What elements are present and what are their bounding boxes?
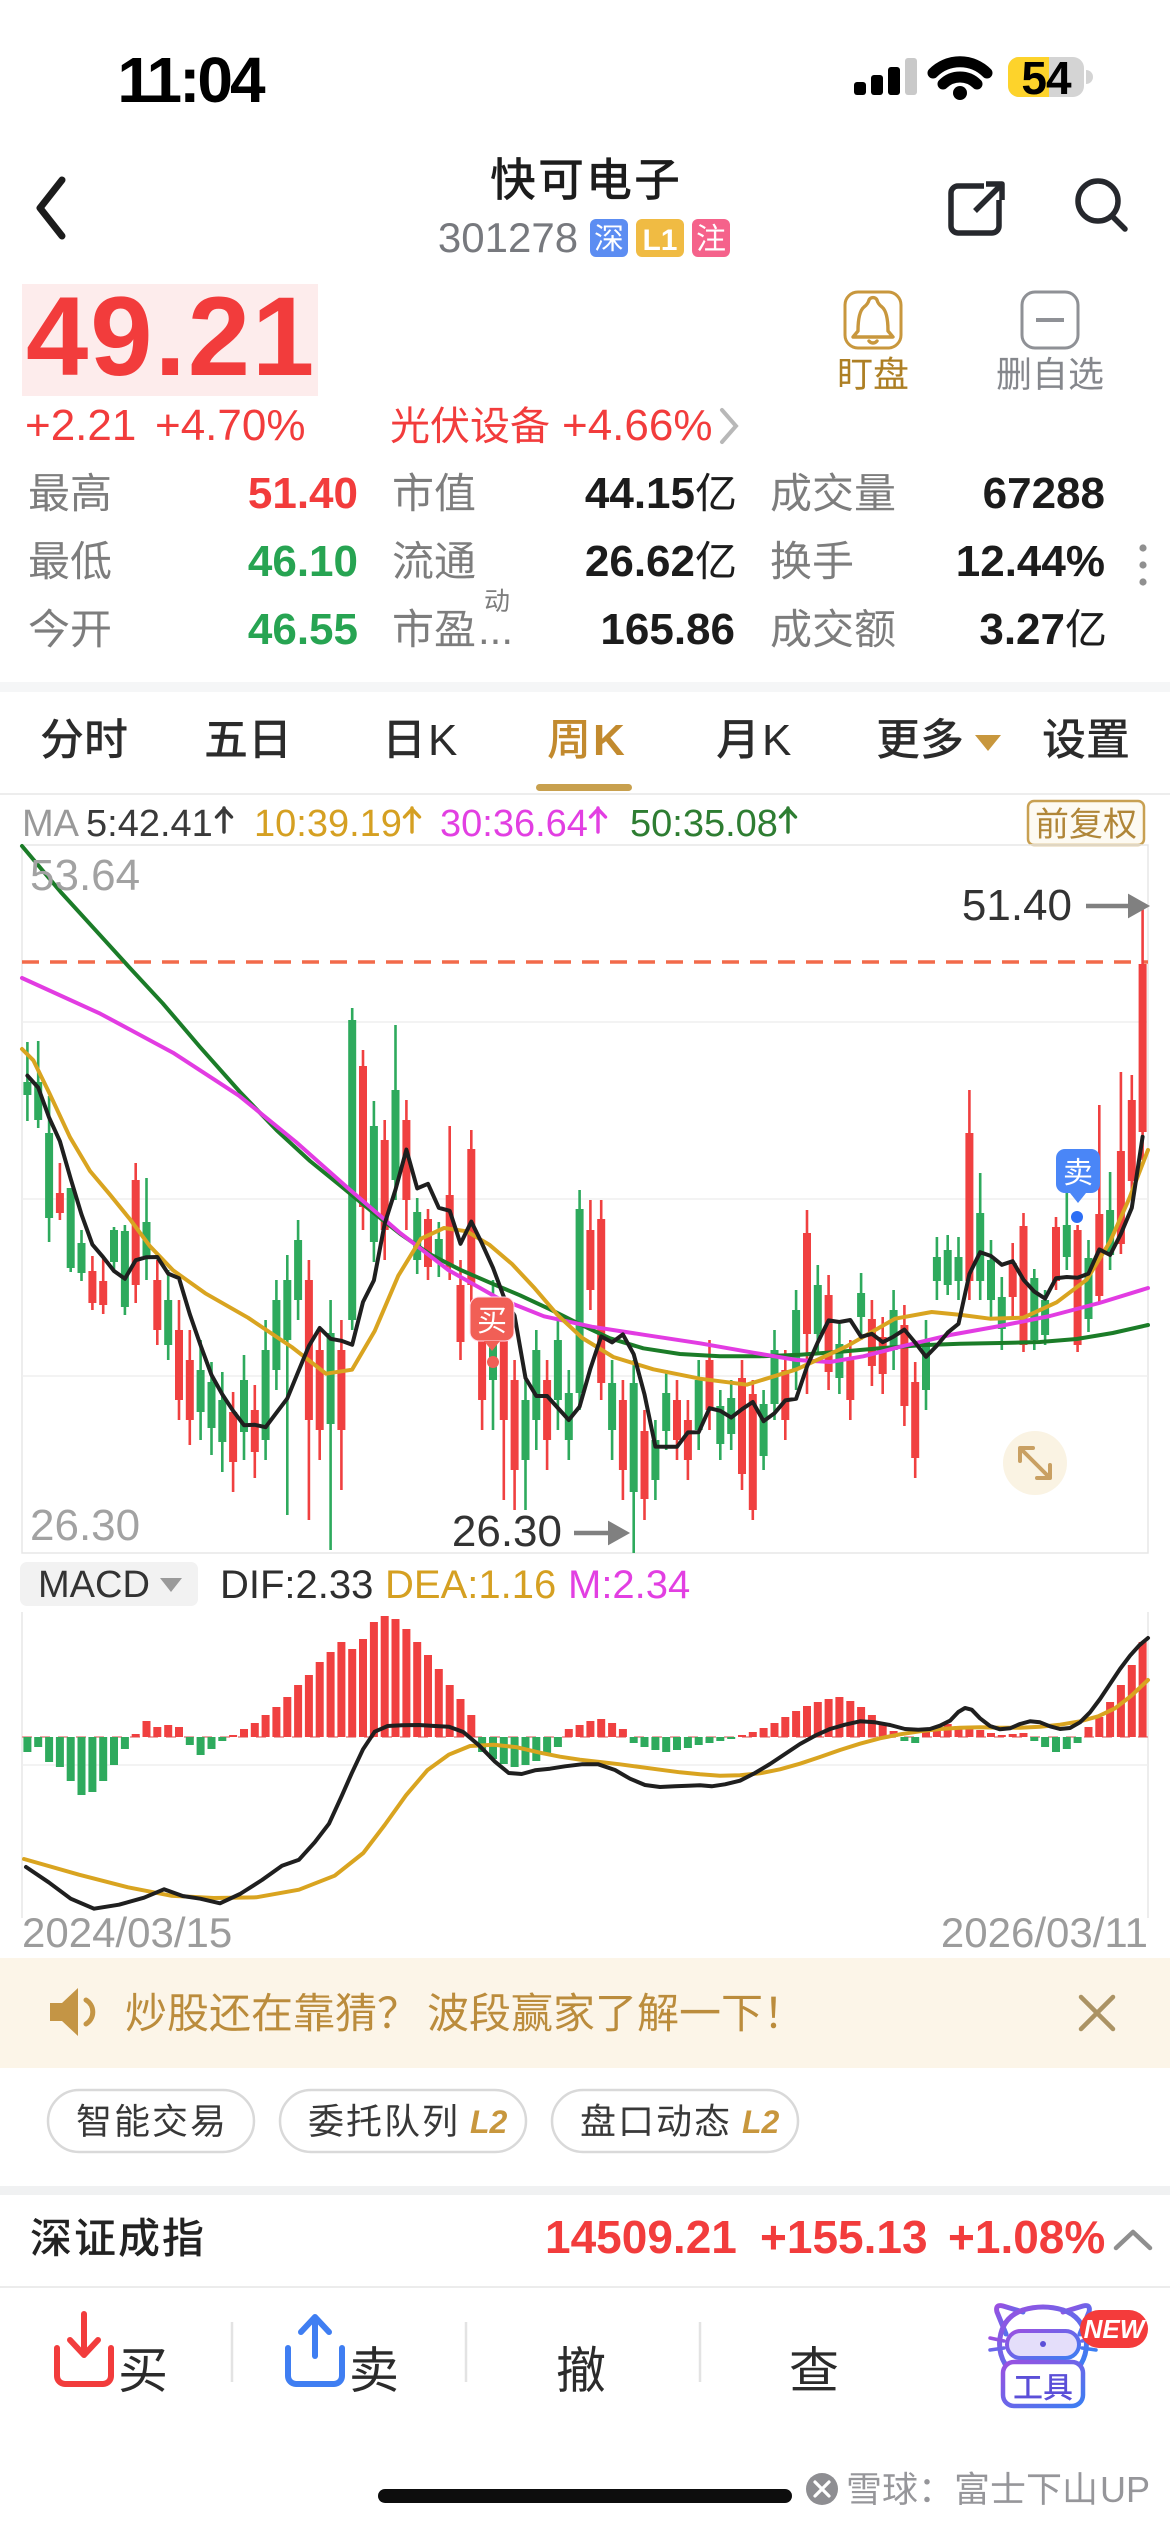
- svg-text:L2: L2: [470, 2104, 508, 2140]
- svg-text:14509.21: 14509.21: [545, 2211, 737, 2263]
- svg-text:11:04: 11:04: [117, 44, 266, 116]
- svg-text:K: K: [593, 716, 625, 765]
- svg-text:+4.66%: +4.66%: [562, 401, 712, 450]
- svg-text:12.44%: 12.44%: [956, 537, 1105, 586]
- svg-text:51.40: 51.40: [962, 881, 1072, 930]
- svg-text:3.27: 3.27: [979, 605, 1065, 654]
- svg-text:46.55: 46.55: [248, 605, 358, 654]
- svg-text:MA: MA: [22, 803, 80, 845]
- svg-text:+4.70%: +4.70%: [155, 401, 305, 450]
- svg-text:30:36.64: 30:36.64: [440, 803, 588, 845]
- svg-text:2024/03/15: 2024/03/15: [22, 1909, 232, 1956]
- svg-text:UP: UP: [1100, 2469, 1150, 2510]
- svg-text:M:2.34: M:2.34: [568, 1563, 690, 1607]
- svg-text:K: K: [762, 716, 791, 765]
- svg-text:+2.21: +2.21: [25, 401, 136, 450]
- svg-text:46.10: 46.10: [248, 537, 358, 586]
- svg-text:26.30: 26.30: [30, 1501, 140, 1550]
- svg-text:K: K: [428, 716, 457, 765]
- svg-text:49.21: 49.21: [26, 274, 316, 399]
- svg-text:...: ...: [478, 606, 513, 653]
- svg-text:44.15: 44.15: [585, 469, 695, 518]
- svg-text:53.64: 53.64: [30, 851, 140, 900]
- svg-text:26.30: 26.30: [452, 1507, 562, 1556]
- svg-text:L2: L2: [742, 2104, 780, 2140]
- svg-text:+1.08%: +1.08%: [948, 2211, 1105, 2263]
- svg-text:DIF:2.33: DIF:2.33: [220, 1563, 373, 1607]
- svg-text:5:42.41: 5:42.41: [86, 803, 213, 845]
- svg-text:165.86: 165.86: [600, 605, 735, 654]
- svg-text:NEW: NEW: [1084, 2314, 1147, 2344]
- svg-text:DEA:1.16: DEA:1.16: [385, 1563, 556, 1607]
- svg-text:67288: 67288: [983, 469, 1105, 518]
- svg-text:MACD: MACD: [38, 1564, 150, 1606]
- svg-text:26.62: 26.62: [585, 537, 695, 586]
- svg-text:10:39.19: 10:39.19: [254, 803, 402, 845]
- svg-text:51.40: 51.40: [248, 469, 358, 518]
- svg-text:50:35.08: 50:35.08: [630, 803, 778, 845]
- svg-text:2026/03/11: 2026/03/11: [941, 1909, 1148, 1956]
- svg-text:54: 54: [1021, 52, 1072, 104]
- svg-text:+155.13: +155.13: [760, 2211, 928, 2263]
- svg-text:L1: L1: [642, 224, 677, 257]
- svg-text:301278: 301278: [438, 214, 578, 261]
